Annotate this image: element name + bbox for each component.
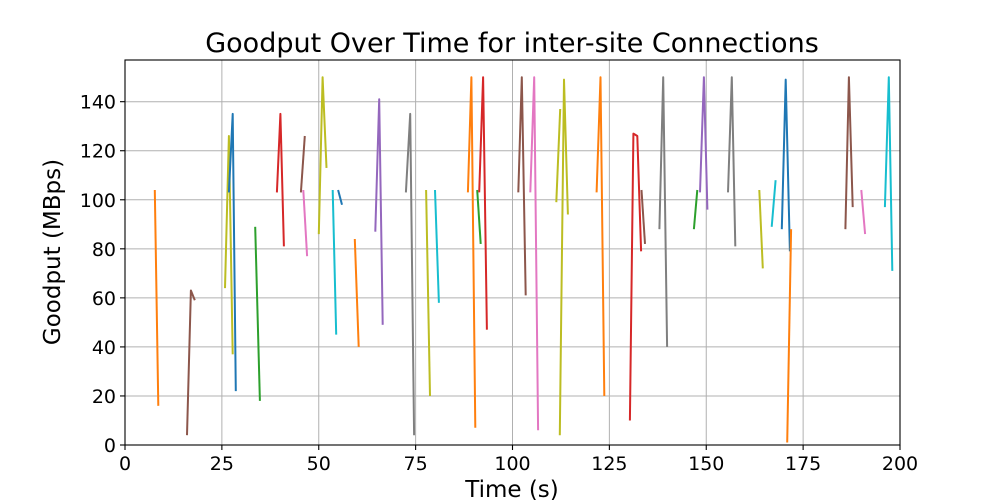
series-line-4 xyxy=(227,112,237,392)
y-tick-label: 20 xyxy=(92,386,116,408)
series-line-30 xyxy=(727,76,737,247)
y-tick-label: 60 xyxy=(92,288,116,310)
series-line-34 xyxy=(786,229,793,443)
series-line-1 xyxy=(153,189,160,406)
y-tick-label: 80 xyxy=(92,239,116,261)
y-axis: 0 20 40 60 80 100 120 140 xyxy=(80,92,125,457)
y-tick-label: 40 xyxy=(92,337,116,359)
series-line-2 xyxy=(186,289,196,436)
series-line-7 xyxy=(299,135,306,193)
series-line-13 xyxy=(374,98,384,325)
series-line-12 xyxy=(353,238,360,347)
series-line-28 xyxy=(692,189,699,230)
x-tick-label: 100 xyxy=(494,453,530,475)
chart-title: Goodput Over Time for inter-site Connect… xyxy=(205,28,819,59)
series-line-25 xyxy=(628,132,643,421)
x-tick-label: 175 xyxy=(785,453,821,475)
series-line-15 xyxy=(425,189,431,397)
series-line-11 xyxy=(337,189,343,205)
x-tick-label: 75 xyxy=(404,453,428,475)
series-line-24 xyxy=(595,76,606,397)
series-line-37 xyxy=(883,76,894,271)
y-tick-label: 0 xyxy=(104,435,116,457)
series-line-26 xyxy=(640,189,646,244)
x-axis-label: Time (s) xyxy=(464,477,559,500)
x-tick-label: 200 xyxy=(882,453,918,475)
series-line-36 xyxy=(860,189,867,235)
series-line-17 xyxy=(466,76,477,428)
series-line-14 xyxy=(404,112,416,436)
series-line-19 xyxy=(478,76,488,330)
series-line-3 xyxy=(224,135,234,355)
x-tick-label: 125 xyxy=(591,453,627,475)
x-tick-label: 50 xyxy=(307,453,331,475)
series-line-20 xyxy=(517,76,527,296)
x-tick-label: 25 xyxy=(210,453,234,475)
series-line-23 xyxy=(558,78,569,436)
series-line-16 xyxy=(434,189,440,303)
series-line-10 xyxy=(331,189,338,335)
y-tick-label: 120 xyxy=(80,141,116,163)
series-line-9 xyxy=(317,76,328,235)
series-line-31 xyxy=(758,189,764,269)
series-line-5 xyxy=(254,226,261,401)
series-group xyxy=(153,76,894,443)
series-line-27 xyxy=(658,76,669,347)
series-line-18 xyxy=(476,189,482,244)
series-line-6 xyxy=(275,112,285,247)
x-axis: 0 25 50 75 100 125 150 175 200 xyxy=(119,445,918,475)
x-tick-label: 150 xyxy=(688,453,724,475)
series-line-21 xyxy=(529,76,540,431)
series-line-8 xyxy=(302,189,309,257)
x-tick-label: 0 xyxy=(119,453,131,475)
y-tick-label: 140 xyxy=(80,92,116,114)
series-line-32 xyxy=(770,180,777,227)
series-line-35 xyxy=(844,76,854,230)
series-line-29 xyxy=(699,76,709,210)
series-line-33 xyxy=(780,78,791,252)
y-axis-label: Goodput (MBps) xyxy=(40,159,66,345)
series-line-22 xyxy=(555,108,562,203)
y-tick-label: 100 xyxy=(80,190,116,212)
